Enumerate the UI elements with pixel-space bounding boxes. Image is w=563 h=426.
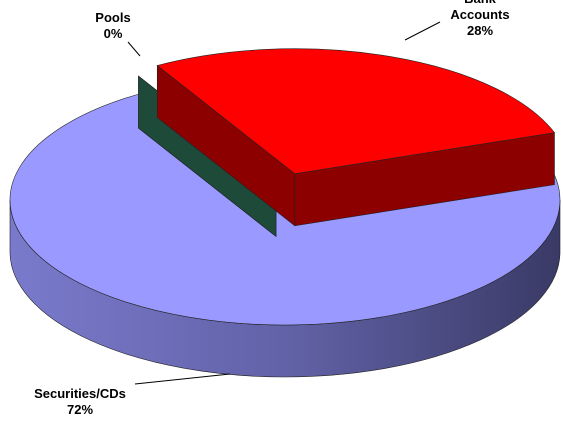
value-label: 28% (466, 23, 494, 38)
category-label: Bank Accounts (450, 0, 510, 22)
leader-line (127, 41, 141, 57)
slice (156, 48, 556, 175)
data-label: Securities/CDs 72% (25, 386, 135, 418)
data-label: Pools 0% (58, 10, 168, 42)
pie (9, 48, 561, 378)
value-label: 72% (66, 402, 94, 417)
category-label: Securities/CDs (34, 386, 126, 401)
data-label: Bank Accounts 28% (425, 0, 535, 39)
leader-line (134, 373, 231, 385)
category-label: Pools (95, 10, 131, 25)
leader-line (404, 21, 441, 41)
value-label: 0% (103, 26, 123, 41)
